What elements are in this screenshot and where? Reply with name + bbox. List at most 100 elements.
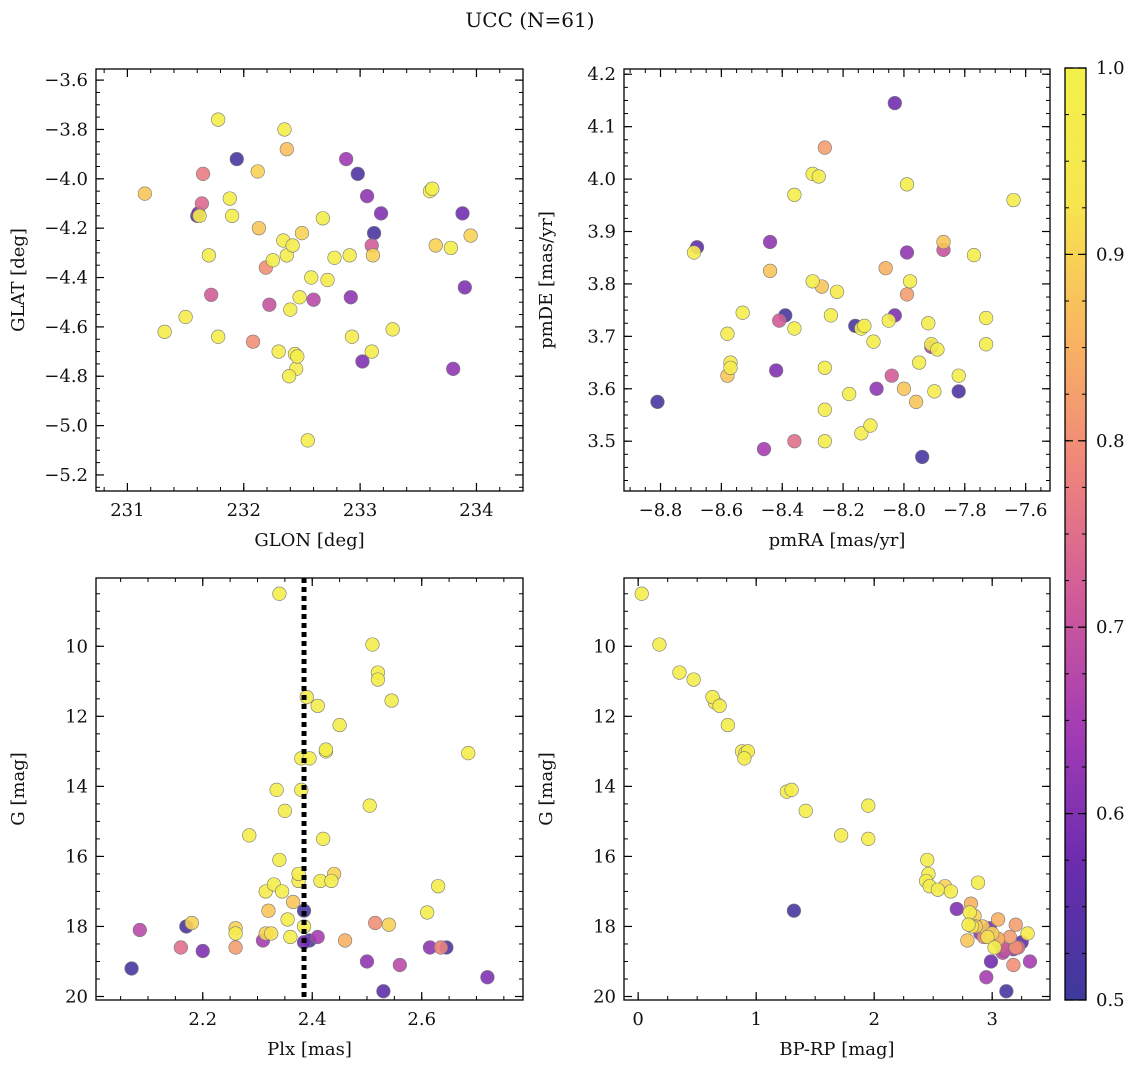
- scatter-point: [265, 253, 280, 268]
- y-tick-label: −4.8: [44, 366, 88, 387]
- y-tick-label: −5.2: [44, 465, 88, 486]
- scatter-point: [817, 434, 832, 449]
- scatter-point: [915, 449, 930, 465]
- scatter-point: [316, 831, 331, 847]
- scatter-point: [229, 151, 244, 167]
- scatter-point: [480, 970, 495, 985]
- scatter-point: [930, 882, 945, 897]
- scatter-point: [712, 698, 727, 713]
- scatter-point: [204, 287, 219, 302]
- x-axis-label: Plx [mas]: [267, 1039, 352, 1060]
- y-tick-label: 16: [65, 846, 88, 867]
- x-tick-label: −8.4: [760, 500, 804, 521]
- scatter-point: [366, 226, 382, 241]
- scatter-point: [343, 290, 358, 305]
- scatter-point: [272, 586, 287, 601]
- x-tick-label: 2.2: [188, 1009, 217, 1030]
- scatter-point: [861, 831, 876, 847]
- scatter-point: [650, 394, 665, 409]
- colorbar-tick-label: 1.0: [1096, 58, 1125, 79]
- scatter-point: [245, 334, 261, 349]
- y-tick-label: 14: [593, 776, 616, 797]
- scatter-point: [756, 441, 772, 457]
- scatter-point: [310, 929, 325, 945]
- x-tick-label: 232: [227, 500, 261, 521]
- axes-frame: [623, 68, 1051, 492]
- panel-radec: 231 232 233 234 −3.6 −3.8 −4.0 −4.2 −4.4 −4.6 −4.8…: [8, 68, 524, 551]
- scatter-point: [381, 917, 396, 932]
- x-tick-label: 1: [750, 1009, 761, 1030]
- scatter-point: [784, 782, 799, 797]
- scatter-point: [279, 142, 294, 157]
- scatter-point: [124, 961, 139, 976]
- scatter-point: [811, 169, 826, 184]
- scatter-point: [999, 984, 1014, 999]
- y-tick-label: −3.6: [44, 70, 88, 91]
- scatter-point: [294, 226, 310, 241]
- y-tick-label: 3.5: [587, 431, 616, 452]
- panel-plx: 2.2 2.4 2.6 10 12 14 16 18 20 Plx [mas] G [mag]: [8, 577, 524, 1060]
- scatter-point: [327, 250, 342, 265]
- scatter-point: [842, 386, 857, 402]
- scatter-point: [376, 984, 391, 999]
- scatter-point: [211, 112, 226, 127]
- scatter-point: [463, 228, 478, 243]
- scatter-point: [362, 798, 377, 813]
- scatter-point: [980, 929, 995, 945]
- x-tick-label: 2: [868, 1009, 879, 1030]
- colorbar-tick-label: 0.6: [1096, 804, 1125, 825]
- y-tick-label: 3.6: [587, 379, 616, 400]
- scatter-point: [1002, 929, 1017, 945]
- figure-title: UCC (N=61): [465, 8, 594, 32]
- scatter-point: [805, 274, 820, 289]
- scatter-point: [978, 337, 994, 352]
- scatter-point: [1006, 192, 1021, 208]
- scatter-point: [225, 208, 240, 223]
- x-axis-label: GLON [deg]: [254, 530, 364, 551]
- x-tick-label: −7.6: [1004, 500, 1048, 521]
- scatter-point: [829, 284, 845, 299]
- scatter-point: [990, 912, 1006, 927]
- y-tick-label: 20: [593, 986, 616, 1007]
- scatter-point: [1008, 917, 1023, 932]
- scatter-point: [315, 211, 330, 226]
- scatter-point: [264, 926, 279, 941]
- scatter-point: [787, 187, 802, 202]
- y-tick-label: −5.0: [44, 416, 88, 437]
- scatter-point: [869, 381, 884, 396]
- scatter-point: [300, 433, 315, 448]
- scatter-point: [194, 196, 209, 211]
- y-tick-label: 3.7: [587, 326, 616, 347]
- scatter-point: [951, 368, 966, 383]
- scatter-point: [420, 905, 435, 920]
- scatter-point: [292, 290, 307, 305]
- scatter-point: [936, 234, 951, 250]
- scatter-point: [762, 263, 778, 278]
- scatter-point: [634, 586, 649, 601]
- scatter-point: [735, 305, 750, 320]
- scatter-point: [861, 798, 876, 813]
- scatter-point: [365, 637, 380, 652]
- scatter-point: [285, 894, 301, 910]
- x-tick-label: −8.8: [639, 500, 683, 521]
- scatter-point: [446, 361, 461, 376]
- scatter-point: [878, 261, 893, 276]
- scatter-point: [178, 309, 193, 325]
- scatter-point: [428, 238, 443, 253]
- axes-frame: [95, 68, 524, 492]
- scatter-point: [720, 326, 735, 341]
- scatter-point: [261, 903, 276, 918]
- scatter-point: [884, 368, 899, 383]
- y-axis-label: G [mag]: [8, 752, 29, 825]
- y-tick-label: 10: [593, 636, 616, 657]
- x-axis-label: pmRA [mas/yr]: [769, 530, 906, 551]
- scatter-point: [921, 316, 936, 331]
- scatter-point: [283, 302, 298, 317]
- scatter-point: [863, 418, 878, 433]
- scatter-point: [385, 322, 400, 337]
- colorbar-tick-label: 0.5: [1096, 990, 1125, 1011]
- scatter-point: [342, 248, 357, 263]
- scatter-point: [961, 917, 976, 932]
- scatter-point: [269, 782, 284, 797]
